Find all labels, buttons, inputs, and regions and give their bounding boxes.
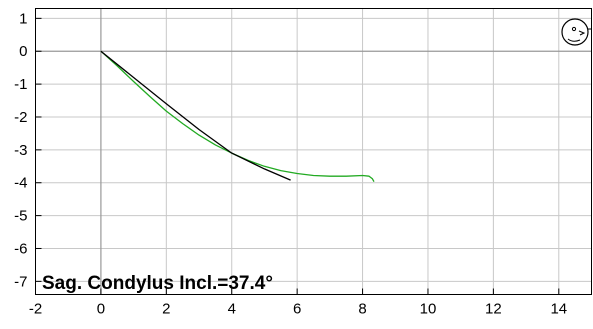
y-axis-ticks: 1 0 -1 -2 -3 -4 -5 -6 -7 bbox=[14, 10, 42, 290]
y-tick-label: -4 bbox=[14, 175, 27, 192]
x-tick-label: 2 bbox=[162, 301, 170, 318]
x-axis-ticks: -2 0 2 4 6 8 10 12 14 bbox=[29, 288, 567, 318]
x-tick-label: 6 bbox=[293, 301, 301, 318]
condylus-inclination-label: Sag. Condylus Incl.=37.4° bbox=[42, 273, 273, 294]
y-tick-label: 0 bbox=[19, 43, 27, 60]
y-tick-label: -6 bbox=[14, 240, 27, 257]
plot-frame bbox=[35, 8, 592, 295]
y-tick-label: -7 bbox=[14, 273, 27, 290]
y-tick-label: -3 bbox=[14, 142, 27, 159]
x-tick-label: -2 bbox=[29, 301, 42, 318]
grid bbox=[35, 8, 592, 295]
x-tick-label: 0 bbox=[97, 301, 105, 318]
x-tick-label: 12 bbox=[485, 301, 502, 318]
axes bbox=[35, 8, 592, 295]
series-group bbox=[100, 50, 375, 183]
x-tick-label: 10 bbox=[420, 301, 437, 318]
condyle-head-icon bbox=[561, 18, 592, 46]
y-tick-label: -2 bbox=[14, 109, 27, 126]
x-tick-label: 14 bbox=[550, 301, 567, 318]
y-tick-label: -1 bbox=[14, 76, 27, 93]
series-line-1 bbox=[100, 50, 291, 181]
y-tick-label: -5 bbox=[14, 208, 27, 225]
x-tick-label: 8 bbox=[358, 301, 366, 318]
y-tick-label: 1 bbox=[19, 10, 27, 27]
x-tick-label: 4 bbox=[228, 301, 236, 318]
series-line-0 bbox=[100, 50, 375, 183]
